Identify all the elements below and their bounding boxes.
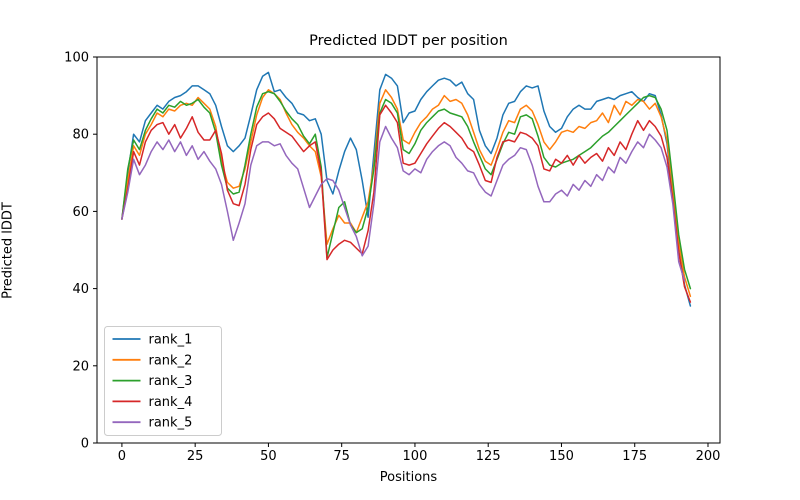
legend-label-rank_1: rank_1 — [149, 333, 193, 348]
y-tick-label: 80 — [72, 128, 89, 143]
x-tick-label: 50 — [260, 449, 277, 464]
x-tick-label: 75 — [333, 449, 350, 464]
axes-spines — [96, 56, 721, 444]
legend-label-rank_3: rank_3 — [149, 374, 193, 389]
y-tick-label: 40 — [72, 282, 89, 297]
y-tick-label: 20 — [72, 359, 89, 374]
x-tick-label: 0 — [118, 449, 126, 464]
y-tick-label: 100 — [64, 51, 89, 66]
x-tick-label: 200 — [696, 449, 721, 464]
legend-label-rank_5: rank_5 — [149, 416, 193, 431]
series-line-rank_5 — [121, 125, 686, 282]
series-line-rank_3 — [121, 90, 692, 290]
series-line-rank_2 — [121, 89, 692, 298]
legend-label-rank_2: rank_2 — [149, 353, 193, 368]
legend-label-rank_4: rank_4 — [149, 395, 193, 410]
legend-box — [104, 326, 222, 436]
series-line-rank_1 — [121, 71, 692, 307]
chart-title: Predicted lDDT per position — [309, 33, 508, 49]
y-tick-label: 60 — [72, 205, 89, 220]
y-axis-label: Predicted lDDT — [0, 202, 16, 299]
x-tick-label: 150 — [549, 449, 574, 464]
x-tick-label: 175 — [622, 449, 647, 464]
y-tick-label: 0 — [81, 437, 89, 452]
series-line-rank_4 — [121, 104, 692, 303]
x-tick-label: 100 — [403, 449, 428, 464]
x-tick-label: 125 — [476, 449, 501, 464]
x-axis-label: Positions — [379, 470, 438, 485]
x-tick-label: 25 — [187, 449, 204, 464]
